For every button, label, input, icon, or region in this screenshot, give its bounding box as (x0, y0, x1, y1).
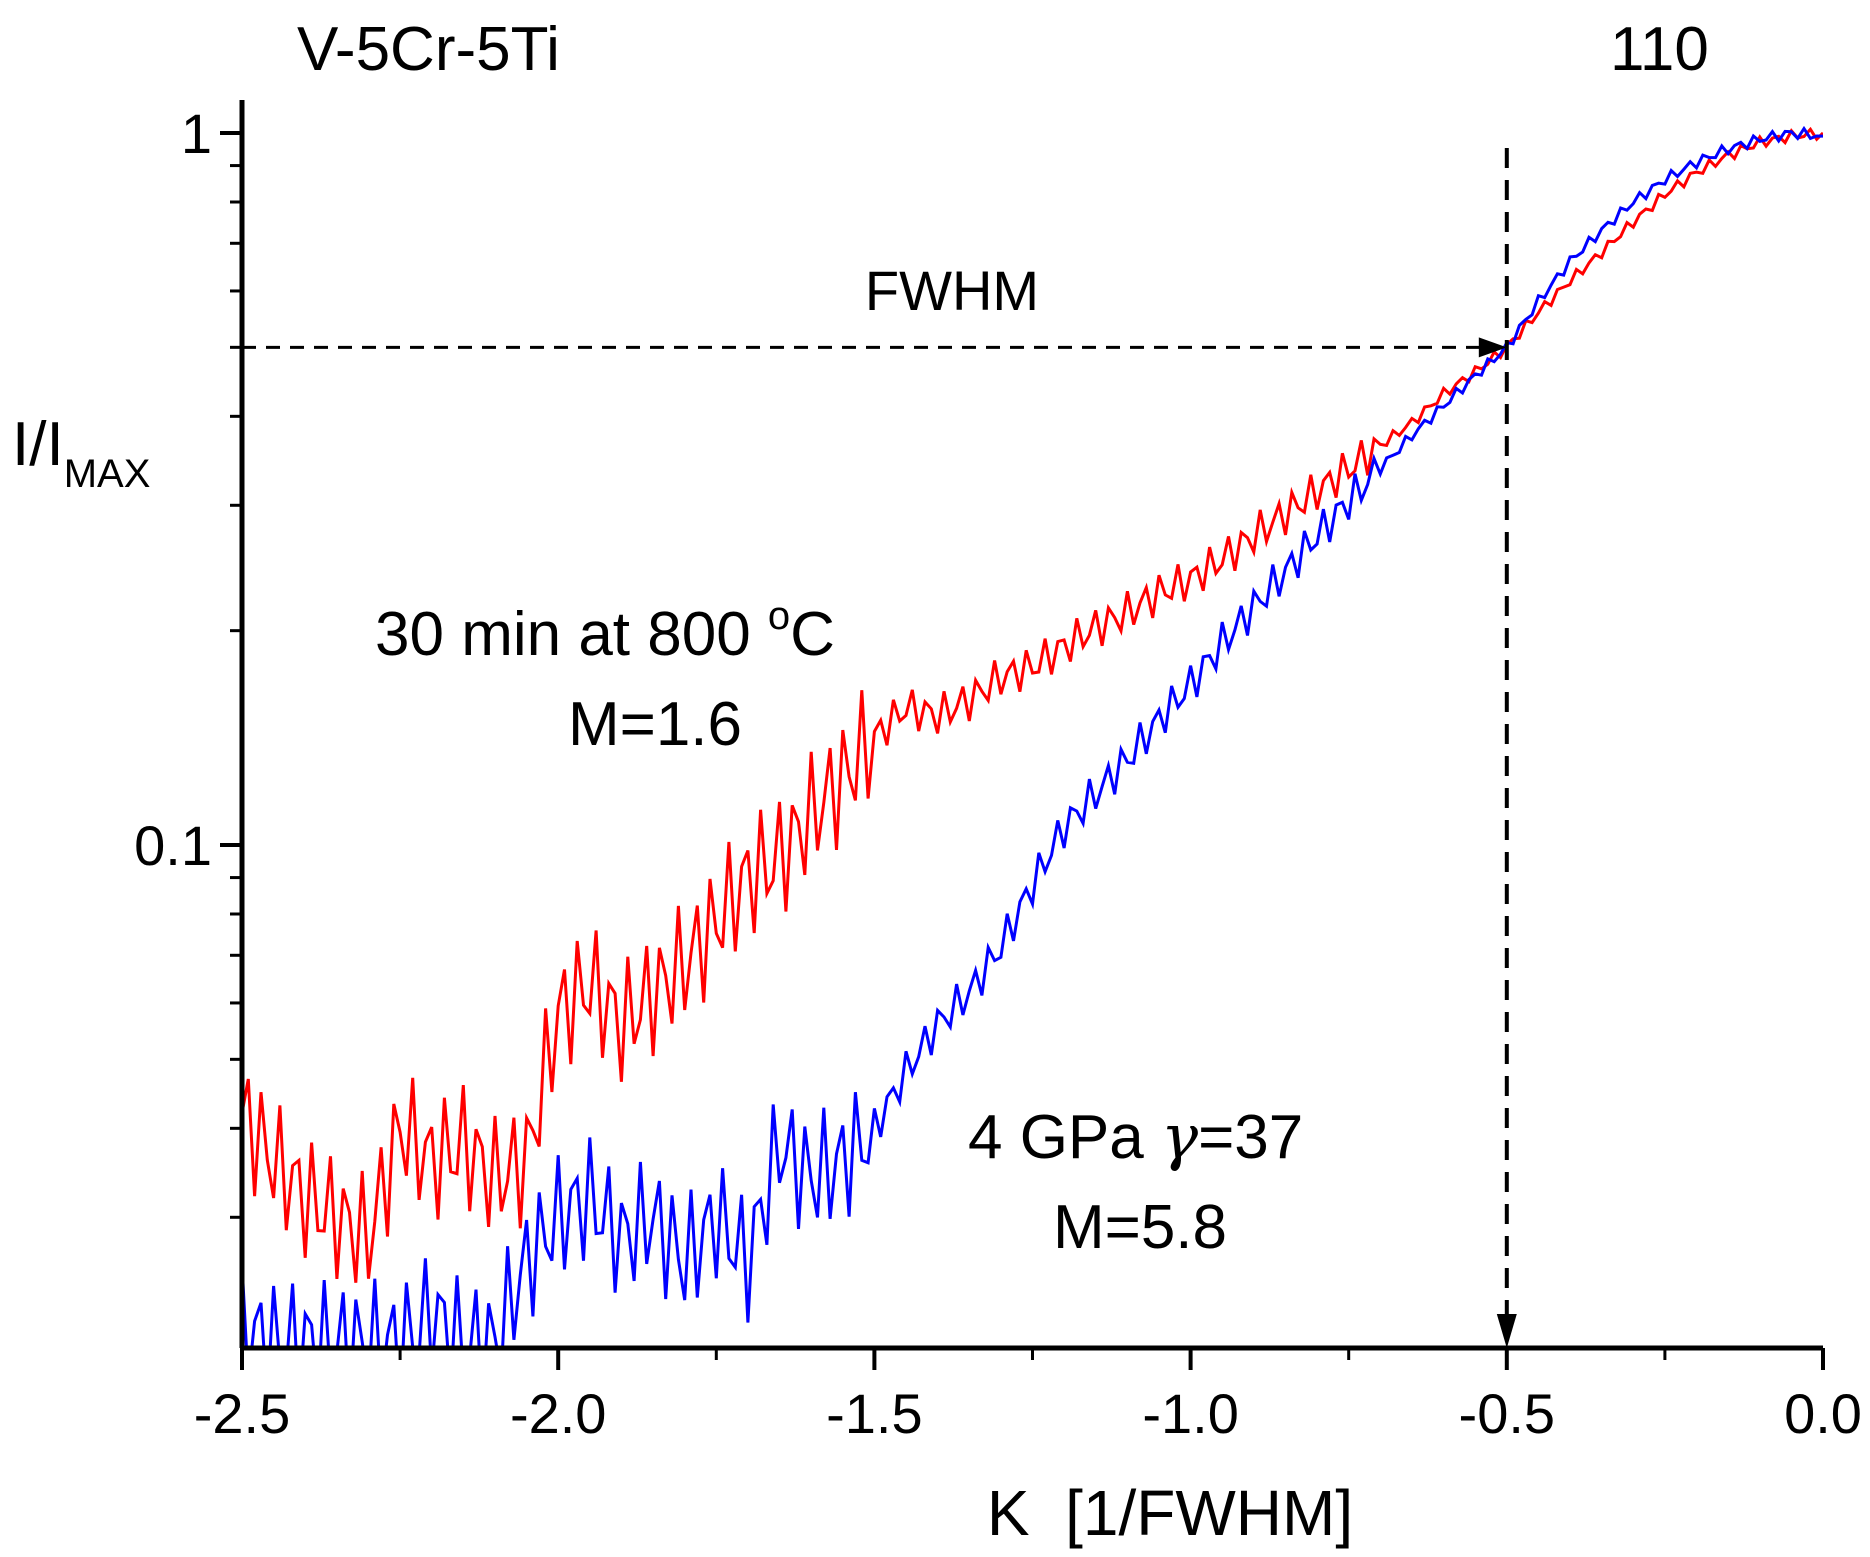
y-tick-label: 0.1 (134, 814, 212, 877)
x-axis-label: K [1/FWHM] (987, 1477, 1353, 1549)
chart-title-left: V-5Cr-5Ti (297, 15, 560, 84)
fwhm-reference-layer (242, 148, 1517, 1348)
fwhm-vertical-arrowhead (1496, 1314, 1517, 1348)
annotation-red-line1: 30 min at 800 oC (375, 594, 835, 669)
x-tick-label: -0.5 (1459, 1382, 1556, 1445)
annotation-blue-value: =37 (1198, 1103, 1303, 1172)
fwhm-label: FWHM (865, 259, 1039, 322)
annotation-blue-gamma: γ (1161, 1100, 1199, 1173)
series-line-hpt (242, 125, 1823, 1348)
x-tick-label: -1.0 (1142, 1382, 1239, 1445)
x-tick-label: -2.5 (194, 1382, 291, 1445)
x-tick-label: -2.0 (510, 1382, 607, 1445)
fwhm-horizontal-arrowhead (1478, 337, 1507, 358)
annotation-red-text: 30 min at 800 (375, 600, 768, 669)
y-axis-label-main: I/I (12, 410, 64, 479)
y-axis-label-sub: MAX (64, 452, 151, 496)
annotation-blue-line1: 4 GPa γ=37 (968, 1100, 1303, 1173)
x-tick-label: -1.5 (826, 1382, 923, 1445)
series-layer (242, 125, 1823, 1348)
y-axis-label: I/IMAX (12, 410, 150, 496)
annotation-red-degree: o (768, 594, 790, 638)
x-tick-label: 0.0 (1784, 1382, 1862, 1445)
tick-layer: -2.5 -2.0 -1.5 -1.0 -0.5 0.0 0.1 1 (134, 102, 1862, 1445)
annotation-red-line2: M=1.6 (568, 690, 742, 759)
series-line-annealed (242, 126, 1823, 1283)
y-tick-label: 1 (181, 102, 212, 165)
annotation-blue-text: 4 GPa (968, 1103, 1161, 1172)
annotation-red-unit: C (790, 600, 835, 669)
annotation-blue-line2: M=5.8 (1053, 1193, 1227, 1262)
chart-title-right: 110 (1610, 15, 1709, 84)
